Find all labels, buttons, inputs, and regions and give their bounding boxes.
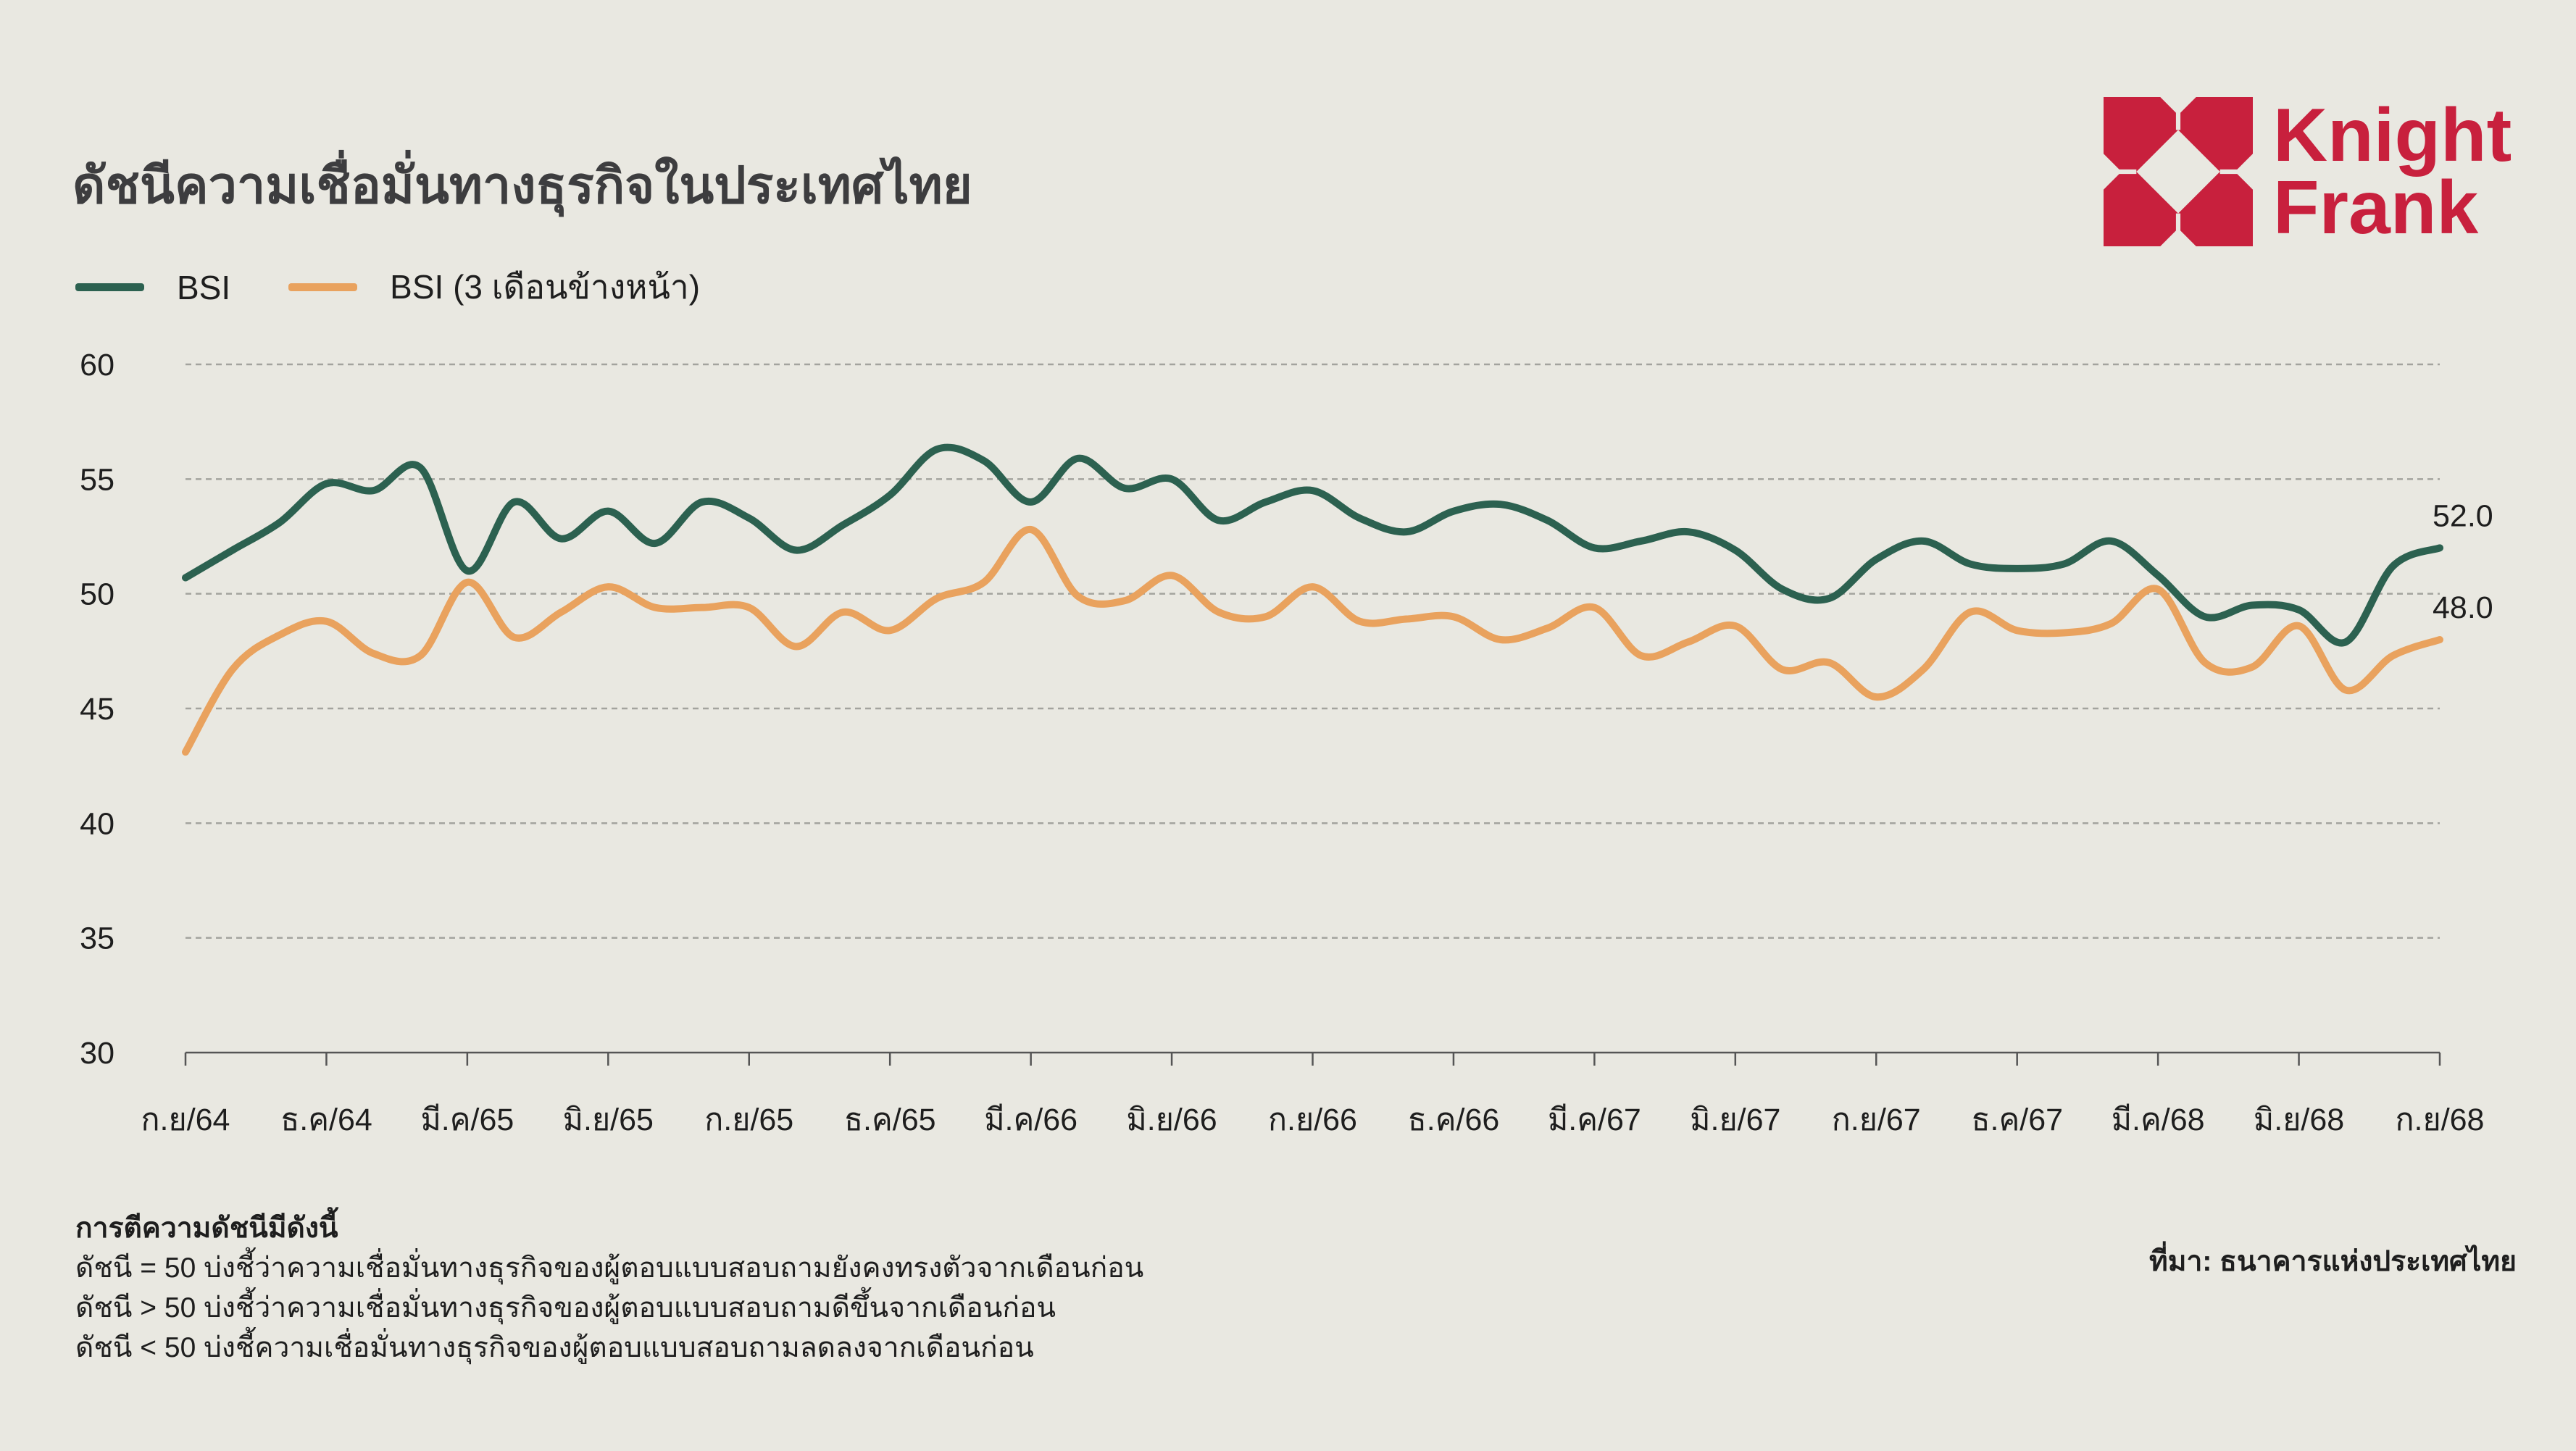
notes: การตีความดัชนีมีดังนี้ ดัชนี = 50 บ่งชี้… [75, 1208, 1143, 1368]
legend-swatch-bsi [75, 283, 144, 291]
legend-swatch-bsi-3m [288, 283, 358, 291]
x-tick-label: ก.ย/66 [1268, 1103, 1357, 1137]
logo-wordmark: Knight Frank [2273, 93, 2512, 250]
end-value-label: 52.0 [2433, 498, 2493, 533]
logo-mark-icon [2104, 97, 2253, 246]
x-tick-label: ก.ย/65 [704, 1103, 793, 1137]
x-tick-label: มี.ค/66 [984, 1103, 1077, 1137]
note-line: ดัชนี < 50 บ่งชี้ความเชื่อมั่นทางธุรกิจข… [75, 1332, 1034, 1363]
y-tick-label: 50 [80, 577, 114, 612]
y-tick-label: 60 [80, 348, 114, 382]
legend-item-bsi-3m: BSI (3 เดือนข้างหน้า) [288, 261, 700, 314]
chart-title: ดัชนีความเชื่อมั่นทางธุรกิจในประเทศไทย [72, 157, 972, 214]
x-tick-label: ธ.ค/64 [280, 1103, 372, 1137]
x-tick-label: ธ.ค/65 [844, 1103, 936, 1137]
x-tick-label: มิ.ย/66 [1126, 1103, 1217, 1137]
logo-line1: Knight [2273, 93, 2512, 177]
y-tick-label: 40 [80, 806, 114, 841]
x-tick-label: มิ.ย/68 [2254, 1103, 2344, 1137]
x-tick-label: ก.ย/68 [2396, 1103, 2485, 1137]
series-line-bsi [182, 443, 2443, 647]
y-tick-label: 30 [80, 1036, 114, 1071]
x-tick-label: ธ.ค/67 [1971, 1103, 2063, 1137]
end-value-label: 48.0 [2433, 590, 2493, 625]
y-tick-label: 35 [80, 921, 114, 956]
note-line: ดัชนี > 50 บ่งชี้ว่าความเชื่อมั่นทางธุรก… [75, 1292, 1056, 1324]
x-tick-label: มิ.ย/67 [1690, 1103, 1780, 1137]
x-tick-label: มิ.ย/65 [563, 1103, 654, 1137]
series-line-bsi-3m [182, 526, 2443, 756]
x-tick-label: มี.ค/68 [2112, 1103, 2205, 1137]
legend-label: BSI [177, 268, 231, 306]
legend-label: BSI (3 เดือนข้างหน้า) [390, 268, 701, 306]
notes-heading: การตีความดัชนีมีดังนี้ [75, 1213, 338, 1244]
y-tick-label: 45 [80, 692, 114, 727]
y-tick-label: 55 [80, 462, 114, 497]
x-tick-label: ธ.ค/66 [1408, 1103, 1500, 1137]
legend: BSI BSI (3 เดือนข้างหน้า) [75, 261, 758, 314]
x-tick-label: มี.ค/65 [420, 1103, 514, 1137]
knight-frank-logo: Knight Frank [2104, 97, 2512, 246]
logo-line2: Frank [2273, 166, 2479, 250]
note-line: ดัชนี = 50 บ่งชี้ว่าความเชื่อมั่นทางธุรก… [75, 1253, 1144, 1284]
x-tick-label: ก.ย/64 [141, 1103, 230, 1137]
x-tick-label: มี.ค/67 [1548, 1103, 1641, 1137]
x-tick-label: ก.ย/67 [1832, 1103, 1921, 1137]
legend-item-bsi: BSI [75, 268, 230, 307]
source-note: ที่มา: ธนาคารแห่งประเทศไทย [2149, 1246, 2517, 1277]
